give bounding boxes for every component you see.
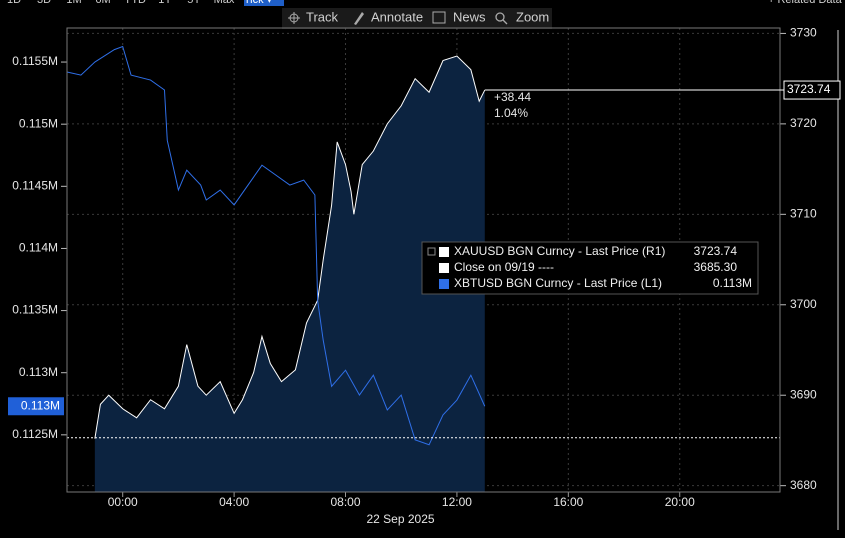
y2-tick-label: 3720 — [790, 116, 817, 130]
legend-collapse — [427, 247, 436, 256]
y-tick-label: 0.115M — [19, 116, 58, 130]
legend-entry: XBTUSD BGN Curncy - Last Price (L1) — [454, 276, 662, 290]
range-tab[interactable]: Tick ▾ — [244, 0, 273, 6]
range-tab[interactable]: 1D — [7, 0, 21, 6]
legend-value: 0.113M — [713, 276, 752, 290]
legend-box — [421, 241, 759, 295]
x-tick-label: 08:00 — [331, 495, 361, 509]
y-tick-label: 0.113M — [19, 365, 58, 379]
x-axis-label: 22 Sep 2025 — [366, 512, 434, 526]
zoom-icon — [495, 12, 508, 25]
news-icon — [432, 11, 446, 24]
range-tab[interactable]: YTD — [124, 0, 146, 6]
change-pct-label: 1.04% — [494, 106, 528, 120]
last-price-label: 3723.74 — [787, 82, 831, 96]
y-tick-label: 0.114M — [19, 241, 58, 255]
x-tick-label: 12:00 — [442, 495, 472, 509]
legend-value: 3723.74 — [694, 244, 738, 258]
annotate-icon — [354, 12, 364, 25]
y2-tick-label: 3680 — [790, 478, 817, 492]
tool-button[interactable]: Track — [306, 9, 339, 24]
range-tab[interactable]: Max — [214, 0, 235, 6]
y2-tick-label: 3690 — [790, 387, 817, 401]
legend-swatch — [439, 247, 449, 257]
x-tick-label: 00:00 — [108, 495, 138, 509]
tool-button[interactable]: News — [453, 9, 486, 24]
y-tick-label: 0.1145M — [12, 178, 58, 192]
x-tick-label: 16:00 — [553, 495, 583, 509]
y2-tick-label: 3700 — [790, 297, 817, 311]
range-tab[interactable]: 3D — [37, 0, 51, 6]
y2-tick-label: 3710 — [790, 206, 817, 220]
legend-entry: Close on 09/19 ---- — [454, 260, 554, 274]
track-icon — [288, 12, 300, 24]
last-price-box — [783, 80, 841, 100]
y2-tick-label: 3730 — [790, 26, 817, 40]
legend-entry: XAUUSD BGN Curncy - Last Price (R1) — [454, 244, 665, 258]
tool-button[interactable]: Annotate — [371, 9, 423, 24]
series-area — [94, 56, 485, 492]
legend-swatch — [439, 263, 449, 273]
series-line — [94, 55, 486, 439]
legend-swatch — [439, 279, 449, 289]
last-price-label: 0.113M — [21, 398, 60, 412]
chart-toolbar: Track Annotate News Zoom — [282, 8, 552, 29]
range-tab-active — [244, 0, 284, 6]
change-label: +38.44 — [494, 90, 531, 104]
y-tick-label: 0.1135M — [12, 303, 58, 317]
y-tick-label: 0.1155M — [12, 54, 58, 68]
range-tab[interactable]: 6M — [95, 0, 110, 6]
toolbar-bg — [282, 8, 552, 29]
plot-frame — [66, 27, 781, 493]
tool-button[interactable]: Zoom — [516, 9, 549, 24]
last-price-box — [8, 397, 64, 416]
series-line — [66, 45, 486, 446]
range-tab[interactable]: 5Y — [187, 0, 201, 6]
range-tab[interactable]: 1M — [66, 0, 81, 6]
x-tick-label: 04:00 — [219, 495, 249, 509]
x-tick-label: 20:00 — [665, 495, 695, 509]
legend-value: 3685.30 — [694, 260, 738, 274]
y-tick-label: 0.1125M — [12, 427, 58, 441]
related-data[interactable]: + Related Data — [768, 0, 843, 6]
range-tab[interactable]: 1Y — [158, 0, 172, 6]
